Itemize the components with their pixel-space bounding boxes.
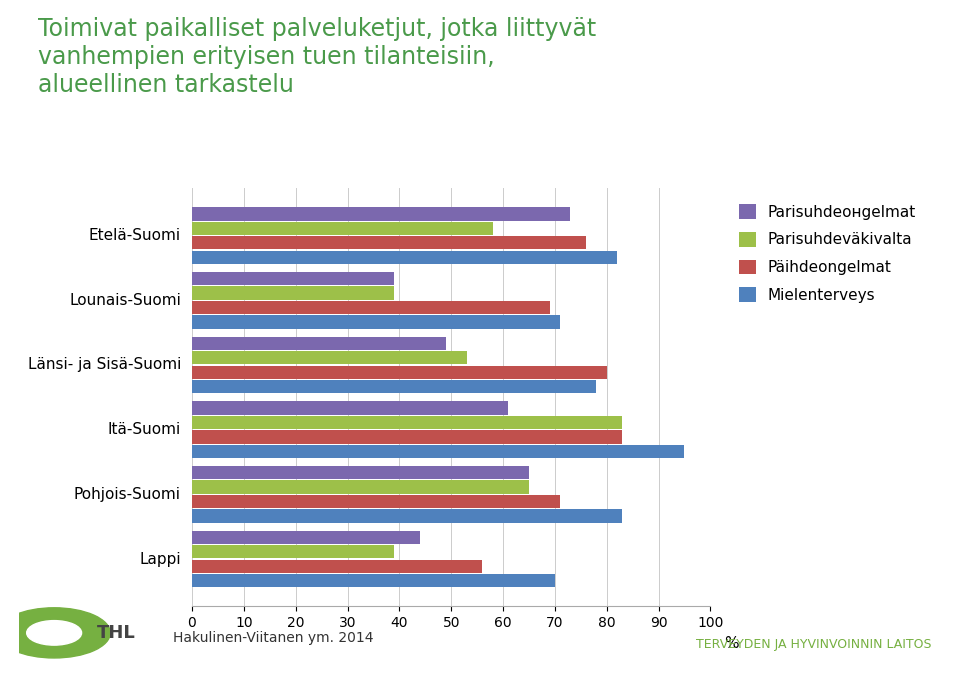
Text: TERVEYDEN JA HYVINVOINNIN LAITOS: TERVEYDEN JA HYVINVOINNIN LAITOS	[696, 638, 931, 651]
Bar	[192, 286, 395, 300]
Text: 17: 17	[924, 674, 941, 687]
Bar	[192, 301, 550, 314]
Bar	[192, 380, 596, 393]
Bar	[192, 530, 420, 544]
Bar	[192, 251, 617, 264]
Text: 21.10.2014: 21.10.2014	[19, 674, 90, 687]
Text: Toimivat paikalliset palveluketjut, jotka liittyvät: Toimivat paikalliset palveluketjut, jotk…	[38, 17, 597, 41]
Bar	[192, 574, 555, 588]
Text: Hakulinen-Viitanen ym. 2014: Hakulinen-Viitanen ym. 2014	[173, 631, 373, 645]
Bar	[192, 272, 395, 285]
Circle shape	[27, 620, 82, 645]
Bar	[192, 466, 529, 480]
Bar	[192, 430, 622, 443]
Bar	[192, 315, 560, 328]
Bar	[192, 545, 395, 558]
Bar	[192, 415, 622, 429]
Bar	[192, 495, 560, 508]
Bar	[192, 236, 586, 250]
Circle shape	[0, 608, 110, 658]
Bar	[192, 337, 446, 350]
Bar	[192, 365, 607, 379]
Bar	[192, 207, 570, 220]
Legend: Parisuhdeонgelmat, Parisuhdeväkivalta, Päihdeongelmat, Mielenterveys: Parisuhdeонgelmat, Parisuhdeväkivalta, P…	[739, 204, 916, 303]
Bar	[192, 560, 482, 573]
Bar	[192, 510, 622, 523]
Text: vanhempien erityisen tuen tilanteisiin,: vanhempien erityisen tuen tilanteisiin,	[38, 45, 495, 69]
Text: THL: THL	[97, 624, 135, 642]
X-axis label: %: %	[724, 636, 738, 651]
Bar	[192, 445, 684, 458]
Text: alueellinen tarkastelu: alueellinen tarkastelu	[38, 73, 295, 97]
Bar	[192, 351, 467, 365]
Bar	[192, 222, 492, 235]
Text: Erityisen tuen tilanteet ja tuki / M. Hietanen-Peltola: Erityisen tuen tilanteet ja tuki / M. Hi…	[320, 674, 640, 687]
Bar	[192, 480, 529, 493]
Bar	[192, 401, 508, 415]
